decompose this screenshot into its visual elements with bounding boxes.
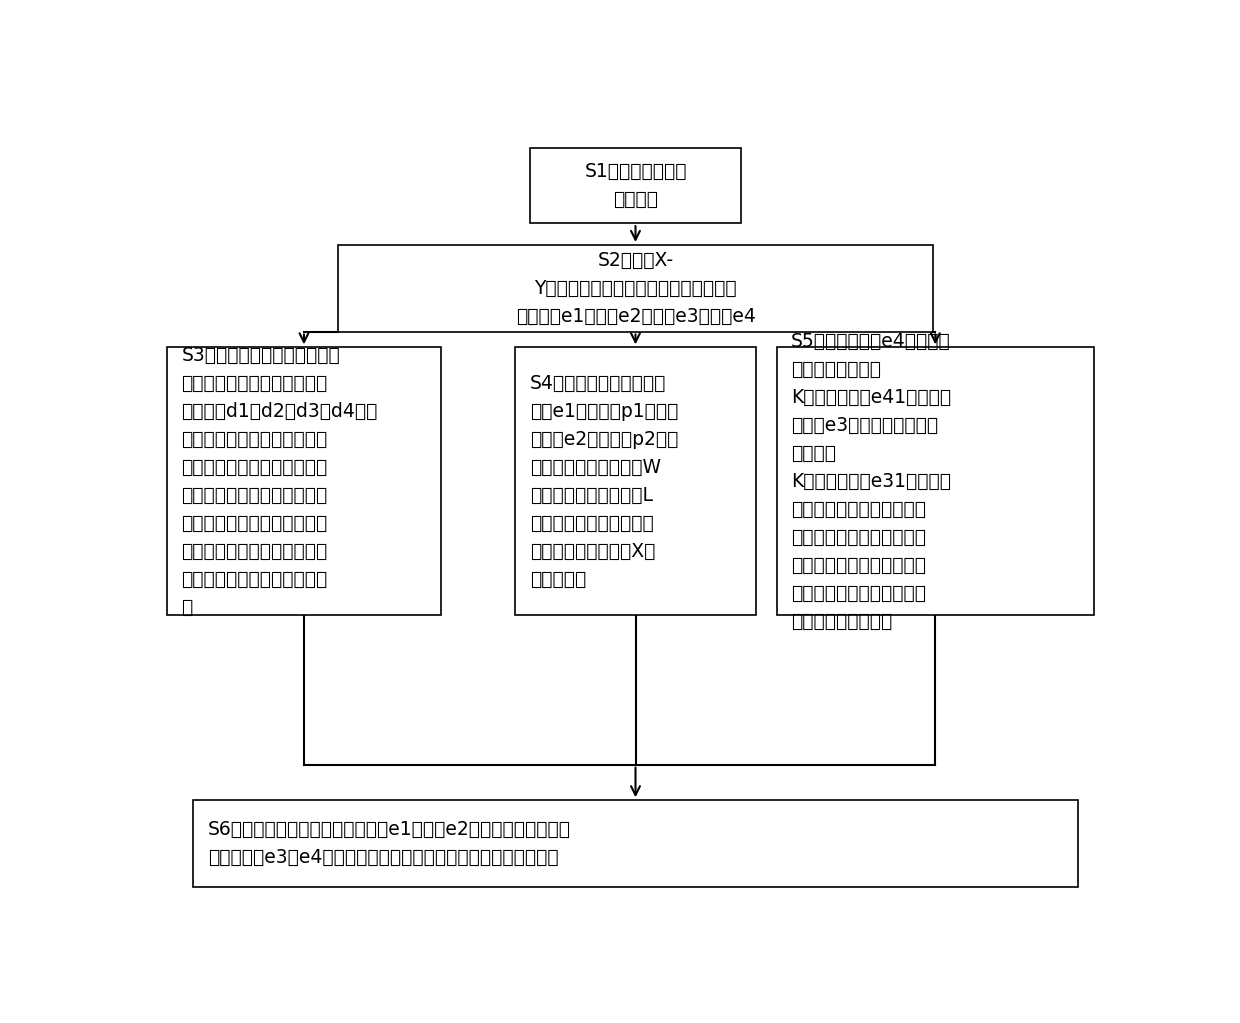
Bar <box>193 800 1078 887</box>
Bar <box>516 347 755 615</box>
Bar <box>167 347 441 615</box>
Text: S5：将所述右边e4作为原边
向左平移一段距离
K，形成新的边e41，或将所
述左边e3作为原边向右平移
一段距离
K，形成新的边e31，平移得
到的所述新的边: S5：将所述右边e4作为原边 向左平移一段距离 K，形成新的边e41，或将所 述… <box>791 331 951 630</box>
Text: S3：根据总线的尺寸需求，设
置所述太阳能电池四条边对应
的偏移量d1、d2、d3、d4，并
将所述太阳能电池的四条边按
对应的偏移量向外偏移并延长
各边直至各: S3：根据总线的尺寸需求，设 置所述太阳能电池四条边对应 的偏移量d1、d2、d… <box>181 346 378 617</box>
Text: S1：获取太阳能电
池的形状: S1：获取太阳能电 池的形状 <box>584 163 687 210</box>
Text: S2：建立X-
Y坐标系，得到该坐标系下所述太阳能电
池的上边e1、下边e2、左边e3和右边e4: S2：建立X- Y坐标系，得到该坐标系下所述太阳能电 池的上边e1、下边e2、左… <box>516 251 755 325</box>
Bar <box>776 347 1094 615</box>
Bar <box>337 244 934 331</box>
Bar <box>529 148 742 223</box>
Text: S6：将所述水平导线位于所述上边e1、下边e2、竖直导线以及竖直
导线的对边e3或e4围成的空间外的部分略去，得到最终的水平导线: S6：将所述水平导线位于所述上边e1、下边e2、竖直导线以及竖直 导线的对边e3… <box>208 820 570 868</box>
Text: S4：获取所述太阳能电池
上边e1的最高点p1的坐标
和下边e2的最低点p2的坐
标，根据水平导线宽度W
和相邻水平导线的间距L
，在所述最高点和最低点
之间画: S4：获取所述太阳能电池 上边e1的最高点p1的坐标 和下边e2的最低点p2的坐… <box>529 373 678 588</box>
